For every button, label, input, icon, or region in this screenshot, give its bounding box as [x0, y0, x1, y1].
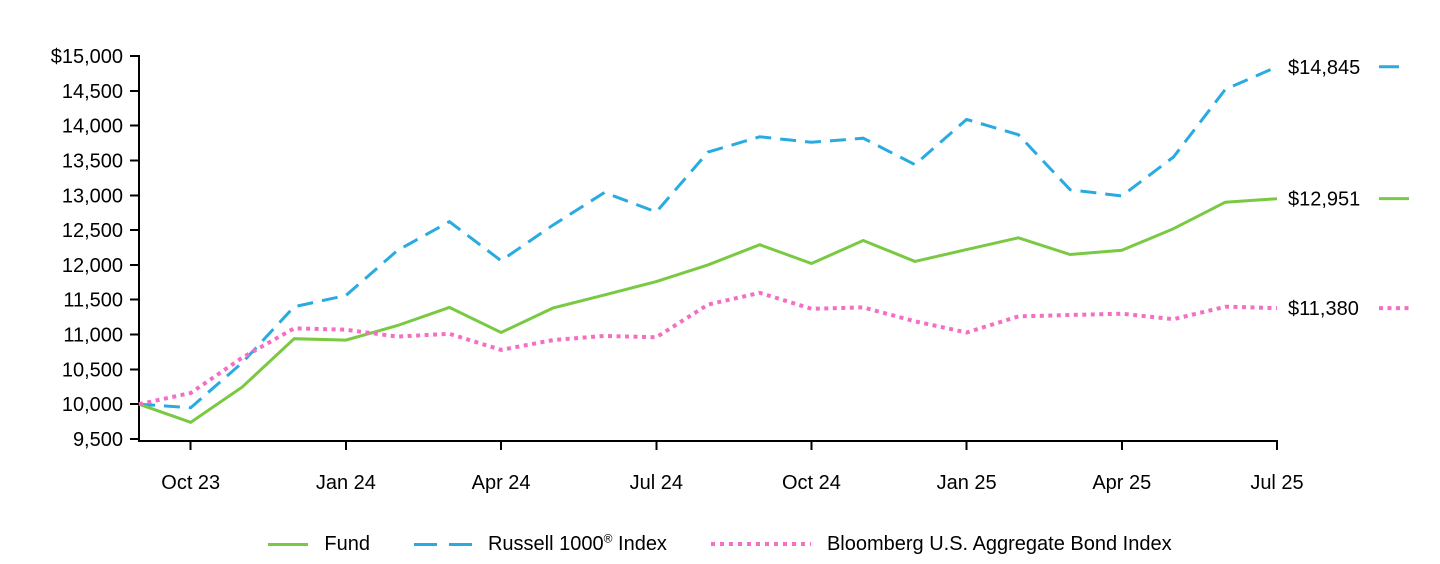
x-tick-label: Jan 25 [937, 472, 997, 494]
plot-area: $15,000 14,500 14,000 13,500 13,000 12,500 12,… [51, 46, 1409, 494]
x-tick-label: Jul 24 [630, 472, 683, 494]
x-tick-label: Oct 24 [782, 472, 841, 494]
russell-line-swatch [413, 542, 472, 546]
y-tick-label: 13,000 [62, 185, 123, 207]
x-tick-label: Jan 24 [316, 472, 376, 494]
y-tick-label: 9,500 [73, 429, 123, 451]
x-tick-label: Apr 24 [472, 472, 531, 494]
russell-end-label: $14,845 [1288, 57, 1360, 79]
fund-end-label: $12,951 [1288, 189, 1360, 211]
chart-legend: Fund Russell 1000® Index Bloomberg U.S. … [0, 531, 1440, 555]
fund-line [138, 197, 1278, 424]
legend-item-fund: Fund [268, 533, 370, 555]
x-tick-label: Apr 25 [1092, 472, 1151, 494]
y-tick-label: 14,500 [62, 81, 123, 103]
x-tick-label: Jul 25 [1250, 472, 1303, 494]
y-tick-label: 14,000 [62, 116, 123, 138]
agg-line-swatch [710, 542, 811, 546]
legend-label-fund: Fund [324, 533, 370, 555]
legend-item-russell: Russell 1000® Index [413, 531, 667, 555]
agg-end-label: $11,380 [1288, 298, 1359, 320]
y-tick-label: 12,500 [62, 220, 123, 242]
legend-label-agg: Bloomberg U.S. Aggregate Bond Index [826, 533, 1172, 555]
y-tick-label: 11,000 [63, 325, 123, 347]
y-tick-label: 13,500 [62, 150, 123, 172]
y-tick-label: 11,500 [63, 290, 123, 312]
fund-line-swatch [268, 542, 309, 546]
y-tick-label: 10,000 [62, 394, 123, 416]
agg-line [138, 290, 1278, 407]
russell-line [138, 65, 1278, 410]
y-tick-label: $15,000 [51, 46, 123, 68]
y-tick-label: 12,000 [62, 255, 123, 277]
x-tick-label: Oct 23 [161, 472, 220, 494]
legend-label-russell: Russell 1000® Index [487, 531, 667, 555]
legend-item-agg: Bloomberg U.S. Aggregate Bond Index [710, 533, 1172, 555]
y-tick-label: 10,500 [62, 359, 123, 381]
